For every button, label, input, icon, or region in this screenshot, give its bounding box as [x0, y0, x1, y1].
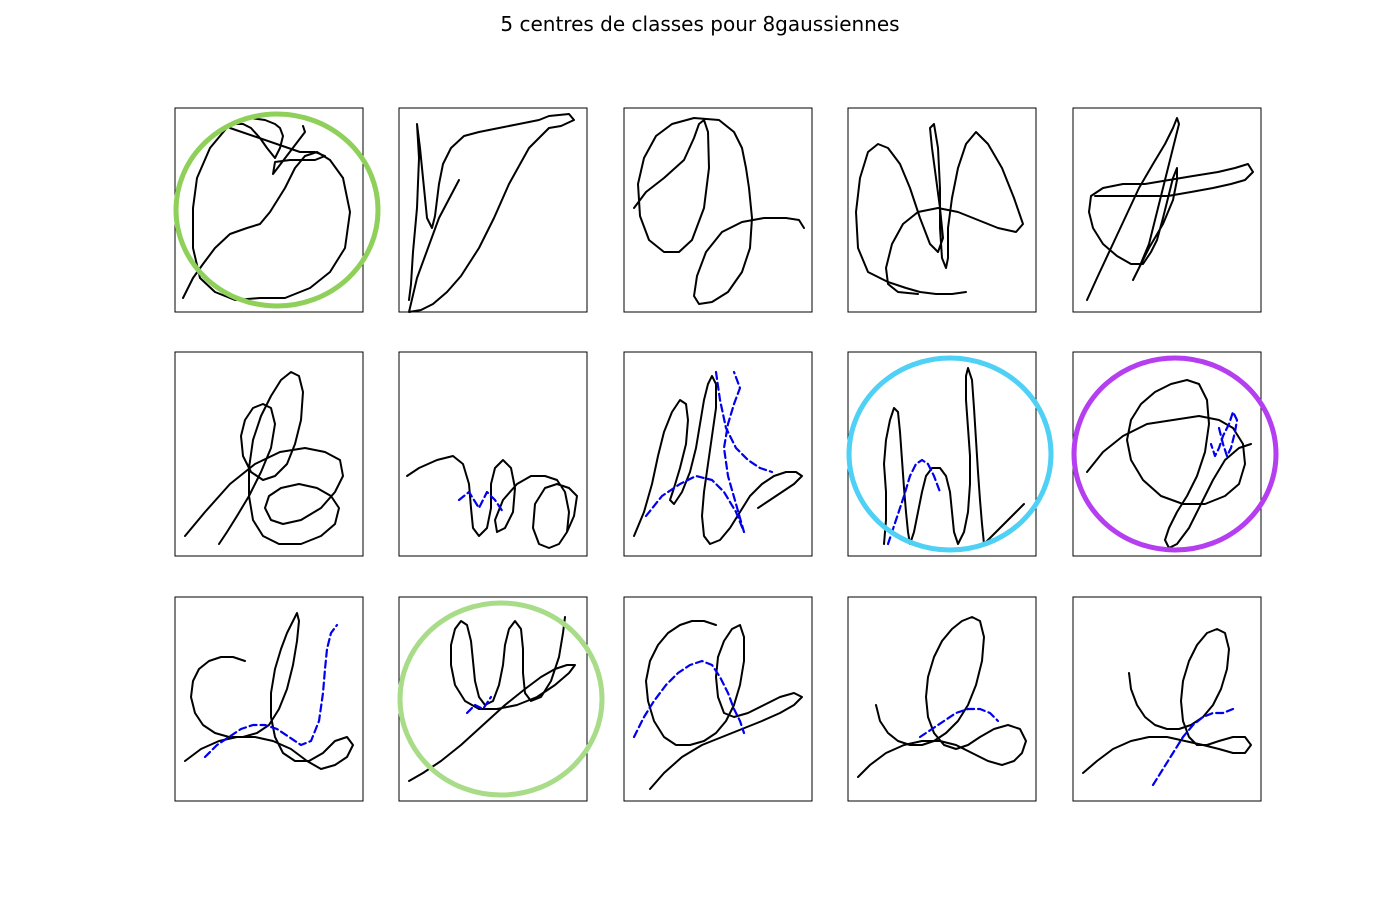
- signature-panel: [623, 351, 813, 557]
- dashed-stroke: [1151, 707, 1235, 787]
- dashed-stroke: [465, 695, 493, 715]
- signature-panel: [1072, 351, 1262, 557]
- signature-panel: [174, 107, 364, 313]
- signature-stroke: [184, 612, 354, 770]
- dashed-stroke: [714, 370, 774, 474]
- class-centre-circle: [397, 600, 605, 798]
- signature-panel: [847, 596, 1037, 802]
- signature-stroke: [645, 620, 803, 790]
- signature-stroke: [1082, 628, 1252, 774]
- panel-frame: [847, 596, 1037, 802]
- signature-panel: [398, 107, 588, 313]
- chart-title: 5 centres de classes pour 8gaussiennes: [500, 12, 900, 36]
- signature-panel: [398, 351, 588, 557]
- signature-panel: [174, 596, 364, 802]
- dashed-stroke: [632, 659, 746, 739]
- dashed-stroke: [203, 623, 339, 759]
- dashed-stroke: [886, 458, 942, 546]
- signature-panel: [623, 596, 813, 802]
- dashed-stroke: [457, 490, 505, 514]
- signature-stroke: [408, 616, 576, 782]
- class-centre-circle: [173, 111, 381, 309]
- panel-frame: [398, 351, 588, 557]
- signature-panel: [1072, 107, 1262, 313]
- dashed-stroke: [1209, 410, 1239, 458]
- signature-stroke: [182, 117, 351, 301]
- signature-stroke: [406, 455, 578, 549]
- panels-layer: [174, 107, 1262, 802]
- signature-panel: [398, 596, 588, 802]
- signature-panel: [847, 351, 1037, 557]
- signature-stroke: [857, 616, 1027, 778]
- panel-frame: [623, 107, 813, 313]
- signature-stroke: [883, 367, 1025, 545]
- signature-panel: [1072, 596, 1262, 802]
- dashed-stroke: [918, 707, 1000, 739]
- panel-frame: [847, 107, 1037, 313]
- class-centre-circle: [1071, 355, 1279, 553]
- panel-frame: [398, 107, 588, 313]
- highlights-layer: [173, 111, 1279, 798]
- signature-panel: [174, 351, 364, 557]
- class-centre-circle: [846, 355, 1054, 553]
- panel-frame: [174, 596, 364, 802]
- signature-stroke: [633, 117, 805, 305]
- signature-panel: [847, 107, 1037, 313]
- signature-stroke: [633, 375, 803, 545]
- signature-stroke: [1086, 379, 1252, 549]
- signature-panel: [623, 107, 813, 313]
- signature-stroke: [855, 123, 1024, 295]
- signature-stroke: [184, 371, 344, 545]
- dashed-stroke: [644, 370, 746, 534]
- signature-stroke: [1086, 117, 1254, 301]
- signature-stroke: [408, 113, 575, 313]
- panel-frame: [1072, 596, 1262, 802]
- panel-frame: [847, 351, 1037, 557]
